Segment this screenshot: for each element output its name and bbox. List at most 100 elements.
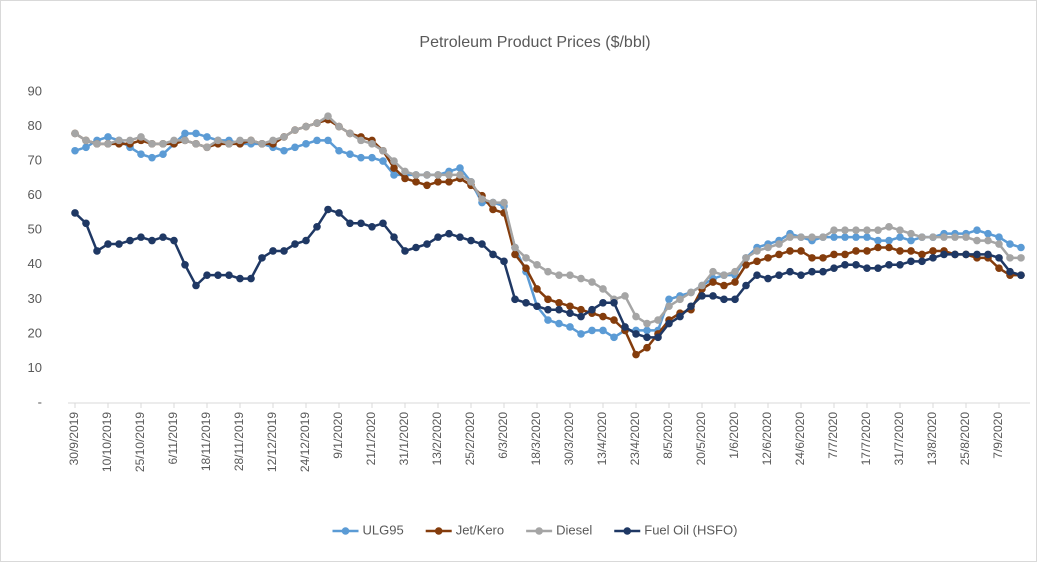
series-marker bbox=[148, 236, 156, 245]
series-marker bbox=[346, 150, 354, 158]
series-marker bbox=[269, 136, 277, 145]
series-marker bbox=[973, 250, 981, 259]
series-marker bbox=[841, 260, 849, 269]
series-marker bbox=[852, 247, 860, 255]
series-marker bbox=[1017, 271, 1025, 279]
legend-marker bbox=[341, 527, 350, 535]
series-marker bbox=[555, 298, 563, 307]
series-marker bbox=[346, 129, 354, 138]
series-marker bbox=[577, 330, 585, 338]
series-marker bbox=[489, 205, 497, 214]
series-marker bbox=[764, 274, 772, 283]
series-marker bbox=[874, 243, 882, 252]
series-marker bbox=[401, 167, 409, 176]
legend-marker bbox=[434, 527, 443, 535]
legend-label: Diesel bbox=[556, 522, 592, 537]
series-marker bbox=[335, 146, 343, 155]
series-marker bbox=[940, 250, 948, 259]
series-marker bbox=[907, 229, 915, 238]
series-marker bbox=[753, 271, 761, 279]
series-marker bbox=[962, 233, 970, 241]
series-marker bbox=[423, 181, 431, 190]
series-marker bbox=[302, 140, 310, 148]
series-marker bbox=[632, 312, 640, 321]
y-tick-label: - bbox=[38, 394, 42, 409]
series-marker bbox=[511, 295, 519, 304]
x-tick-label: 25/2/2020 bbox=[463, 412, 477, 466]
series-marker bbox=[918, 257, 926, 266]
series-marker bbox=[434, 171, 442, 179]
series-marker bbox=[588, 305, 596, 314]
series-marker bbox=[896, 226, 904, 235]
series-marker bbox=[863, 226, 871, 235]
series-marker bbox=[863, 233, 871, 241]
series-marker bbox=[621, 292, 629, 300]
series-marker bbox=[786, 247, 794, 255]
series-marker bbox=[82, 136, 90, 145]
series-marker bbox=[368, 153, 376, 162]
series-marker bbox=[599, 298, 607, 307]
series-marker bbox=[258, 140, 266, 148]
series-marker bbox=[808, 254, 816, 262]
series-marker bbox=[775, 250, 783, 259]
series-marker bbox=[159, 140, 167, 148]
series-marker bbox=[676, 295, 684, 304]
series-marker bbox=[973, 226, 981, 235]
x-tick-label: 20/5/2020 bbox=[694, 412, 708, 466]
series-marker bbox=[962, 250, 970, 259]
series-marker bbox=[555, 305, 563, 314]
series-marker bbox=[885, 260, 893, 269]
series-marker bbox=[863, 264, 871, 273]
series-marker bbox=[863, 247, 871, 255]
series-marker bbox=[104, 240, 112, 248]
series-marker bbox=[71, 129, 79, 138]
series-marker bbox=[225, 140, 233, 148]
x-tick-label: 23/4/2020 bbox=[628, 412, 642, 466]
series-marker bbox=[313, 222, 321, 231]
series-marker bbox=[599, 312, 607, 321]
series-marker bbox=[500, 198, 508, 207]
series-marker bbox=[93, 140, 101, 148]
series-marker bbox=[445, 229, 453, 238]
series-marker bbox=[500, 257, 508, 266]
series-marker bbox=[313, 119, 321, 127]
legend-marker bbox=[623, 527, 632, 535]
series-marker bbox=[434, 233, 442, 241]
series-marker bbox=[588, 326, 596, 335]
x-tick-label: 7/7/2020 bbox=[826, 412, 840, 459]
series-marker bbox=[533, 260, 541, 269]
series-marker bbox=[709, 292, 717, 300]
series-marker bbox=[742, 260, 750, 269]
series-marker bbox=[984, 236, 992, 245]
series-marker bbox=[291, 126, 299, 134]
legend-label: Fuel Oil (HSFO) bbox=[644, 522, 737, 537]
series-marker bbox=[423, 240, 431, 248]
series-marker bbox=[874, 226, 882, 235]
series-marker bbox=[775, 271, 783, 279]
series-marker bbox=[115, 136, 123, 145]
series-marker bbox=[907, 236, 915, 245]
series-marker bbox=[104, 133, 112, 141]
series-marker bbox=[896, 247, 904, 255]
series-marker bbox=[181, 260, 189, 269]
series-marker bbox=[775, 240, 783, 248]
series-marker bbox=[984, 229, 992, 238]
series-marker bbox=[357, 136, 365, 145]
series-marker bbox=[841, 233, 849, 241]
series-marker bbox=[170, 136, 178, 145]
series-marker bbox=[1006, 240, 1014, 248]
series-marker bbox=[511, 243, 519, 252]
series-marker bbox=[786, 233, 794, 241]
series-marker bbox=[929, 233, 937, 241]
series-marker bbox=[71, 146, 79, 155]
legend-label: ULG95 bbox=[363, 522, 404, 537]
series-marker bbox=[214, 271, 222, 279]
series-marker bbox=[137, 150, 145, 158]
series-marker bbox=[797, 271, 805, 279]
y-tick-label: 70 bbox=[28, 153, 42, 168]
series-marker bbox=[808, 233, 816, 241]
series-marker bbox=[753, 257, 761, 266]
series-marker bbox=[742, 281, 750, 290]
y-tick-label: 30 bbox=[28, 291, 42, 306]
